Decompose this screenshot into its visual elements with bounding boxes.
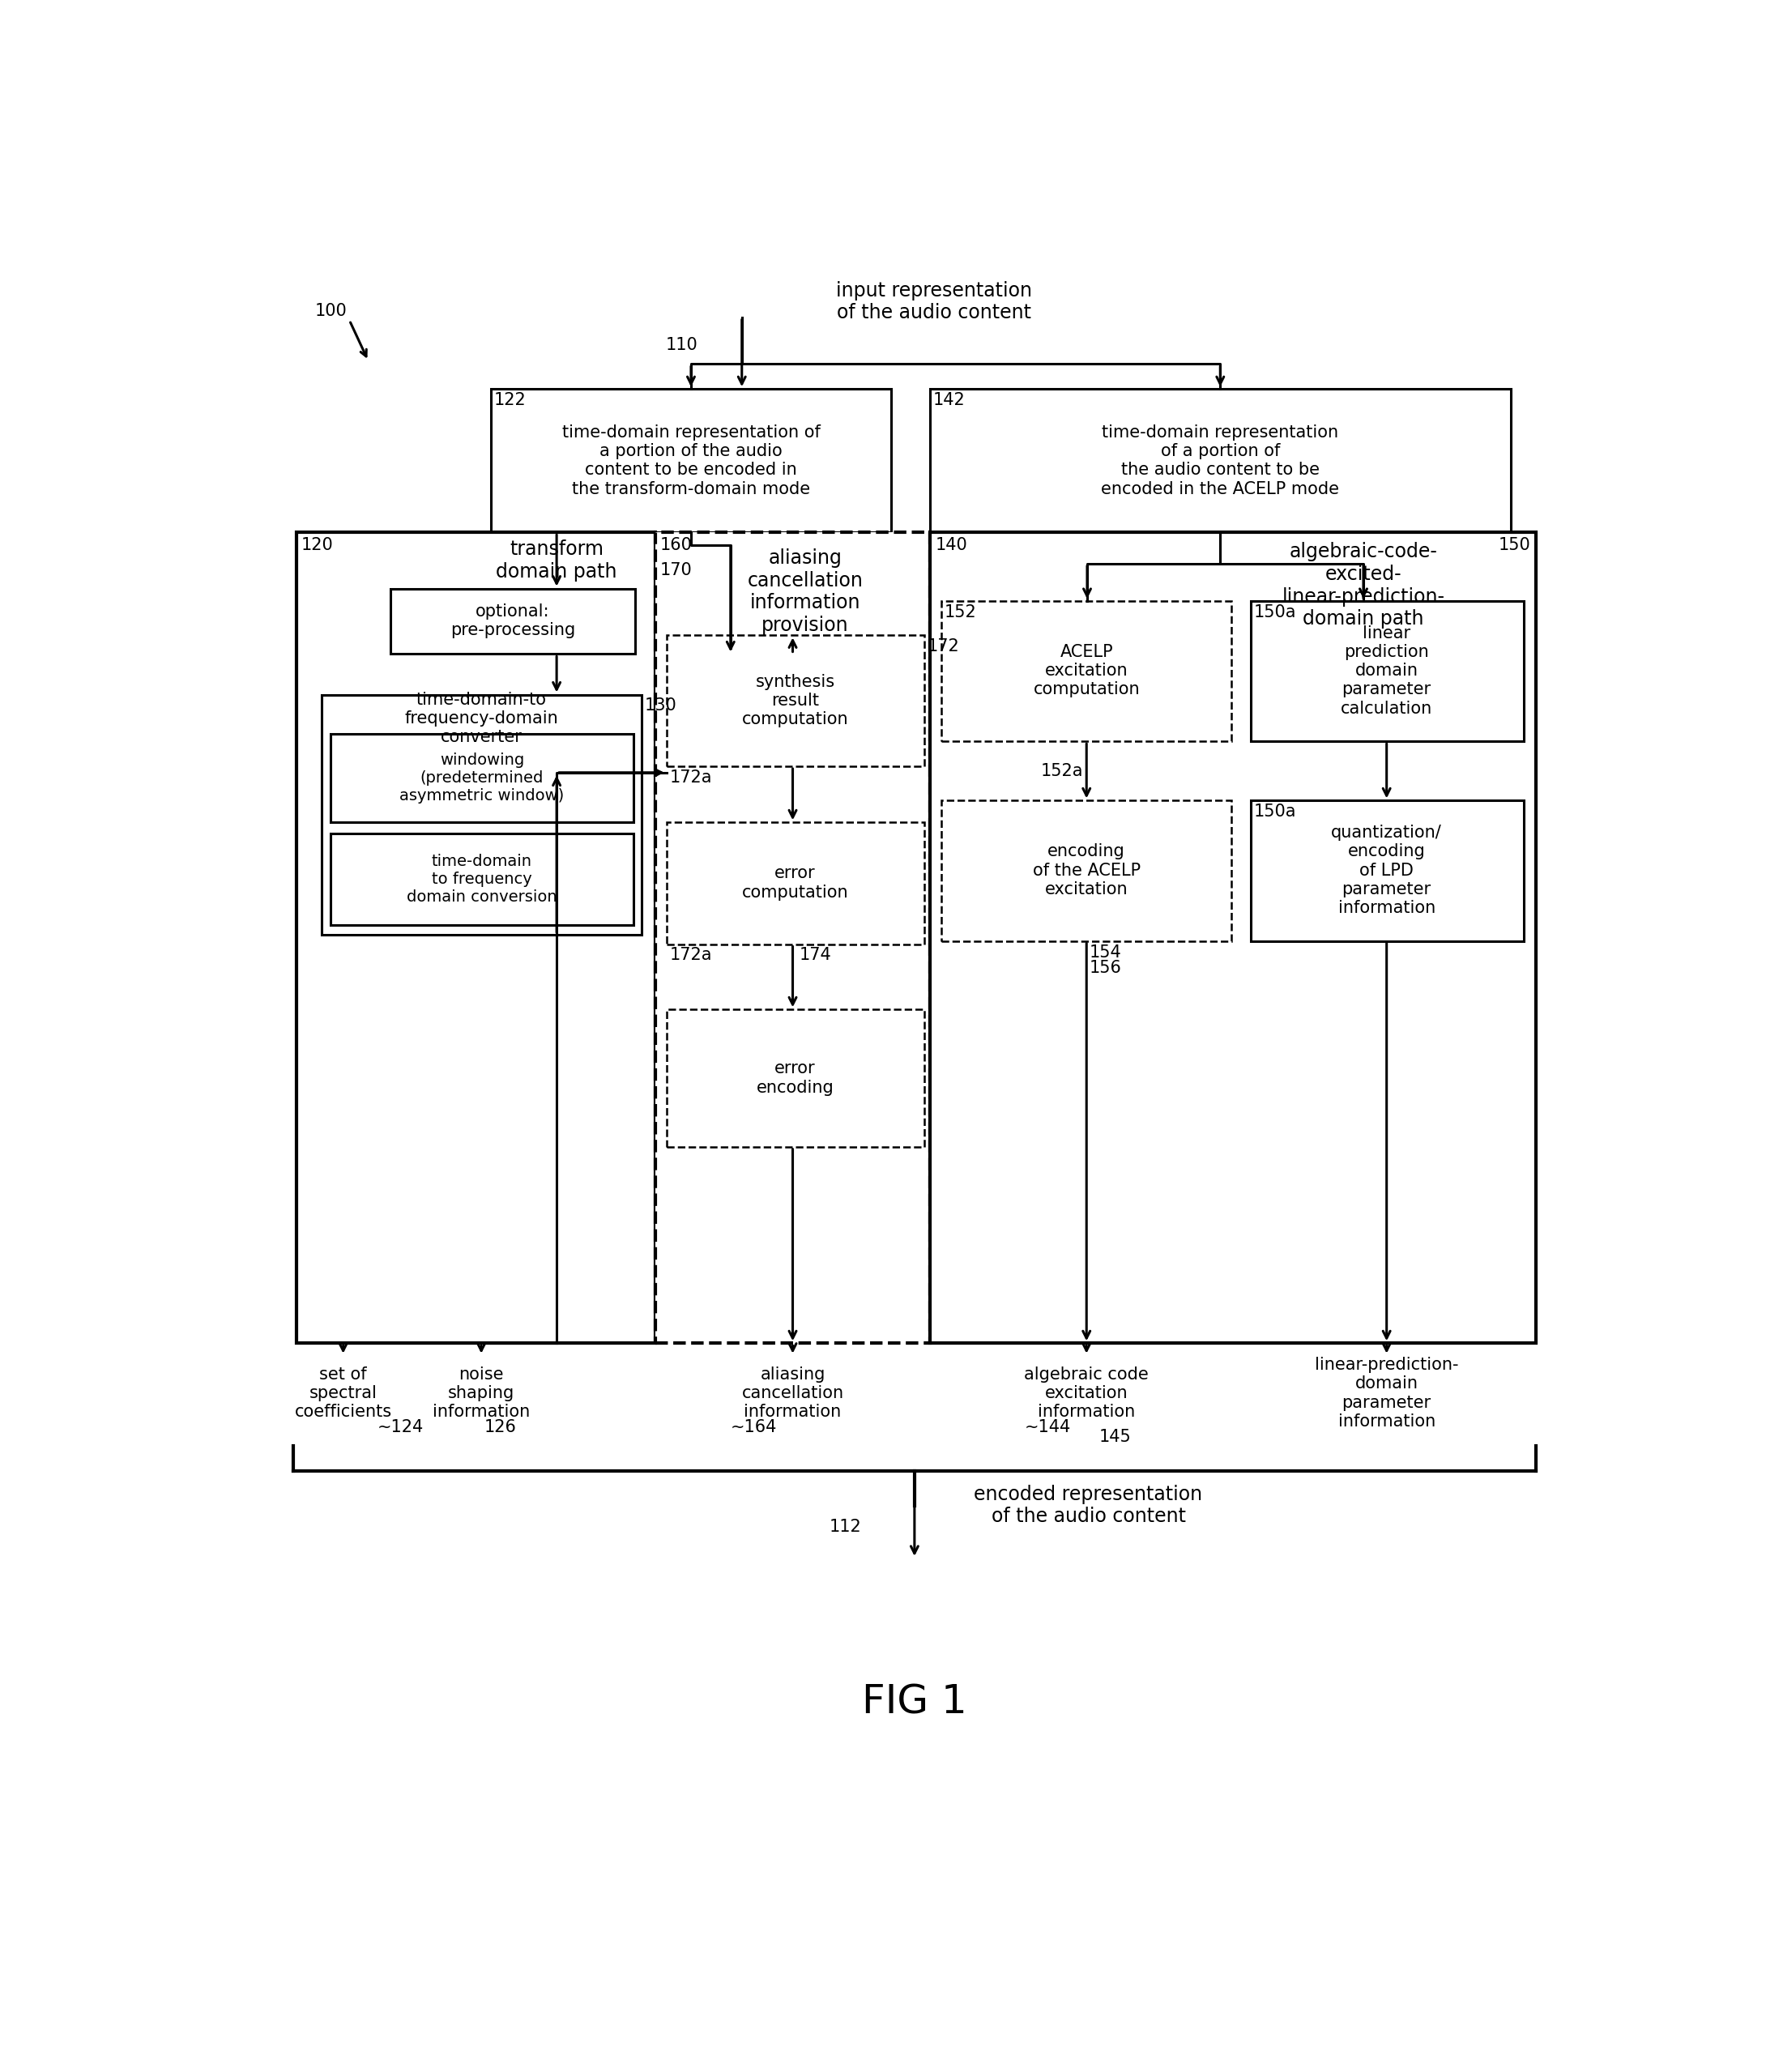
Text: encoded representation
of the audio content: encoded representation of the audio cont… bbox=[975, 1484, 1203, 1527]
Text: 140: 140 bbox=[936, 537, 968, 553]
Bar bbox=[666, 823, 924, 945]
Text: transform
domain path: transform domain path bbox=[496, 539, 616, 582]
Text: 120: 120 bbox=[302, 537, 334, 553]
Text: 145: 145 bbox=[1098, 1430, 1132, 1444]
Text: ACELP
excitation
computation: ACELP excitation computation bbox=[1033, 644, 1139, 698]
Text: 172a: 172a bbox=[669, 947, 712, 963]
Bar bbox=[655, 533, 931, 1343]
Text: time-domain representation
of a portion of
the audio content to be
encoded in th: time-domain representation of a portion … bbox=[1102, 425, 1339, 497]
Bar bbox=[931, 390, 1512, 533]
Bar bbox=[330, 733, 634, 823]
Text: ~124: ~124 bbox=[378, 1419, 424, 1436]
Text: ~164: ~164 bbox=[731, 1419, 777, 1436]
Text: windowing
(predetermined
asymmetric window): windowing (predetermined asymmetric wind… bbox=[399, 752, 565, 804]
Text: FIG 1: FIG 1 bbox=[862, 1682, 968, 1722]
Bar bbox=[330, 833, 634, 926]
Text: algebraic-code-
excited-
linear-prediction-
domain path: algebraic-code- excited- linear-predicti… bbox=[1282, 543, 1445, 630]
Text: 122: 122 bbox=[494, 392, 526, 408]
Text: 112: 112 bbox=[828, 1519, 862, 1535]
Text: error
encoding: error encoding bbox=[756, 1061, 834, 1096]
Text: 152a: 152a bbox=[1040, 762, 1083, 779]
Text: linear-prediction-
domain
parameter
information: linear-prediction- domain parameter info… bbox=[1314, 1357, 1459, 1430]
Bar bbox=[941, 800, 1231, 941]
Bar bbox=[1250, 601, 1524, 742]
Text: 156: 156 bbox=[1090, 959, 1121, 976]
Text: 100: 100 bbox=[314, 303, 346, 319]
Bar bbox=[390, 588, 636, 655]
Text: input representation
of the audio content: input representation of the audio conten… bbox=[835, 280, 1031, 323]
Text: ~144: ~144 bbox=[1024, 1419, 1070, 1436]
Text: 130: 130 bbox=[645, 698, 676, 715]
Text: 142: 142 bbox=[932, 392, 966, 408]
Text: aliasing
cancellation
information
provision: aliasing cancellation information provis… bbox=[747, 549, 864, 636]
Text: 150a: 150a bbox=[1254, 605, 1296, 620]
Text: optional:
pre-processing: optional: pre-processing bbox=[450, 603, 576, 638]
Text: 154: 154 bbox=[1090, 945, 1121, 959]
Bar bbox=[666, 1009, 924, 1146]
Text: 150a: 150a bbox=[1254, 804, 1296, 821]
Bar bbox=[321, 694, 641, 934]
Bar bbox=[941, 601, 1231, 742]
Text: 152: 152 bbox=[945, 605, 977, 620]
Text: 150: 150 bbox=[1499, 537, 1531, 553]
Text: set of
spectral
coefficients: set of spectral coefficients bbox=[295, 1365, 392, 1419]
Text: time-domain-to
frequency-domain
converter: time-domain-to frequency-domain converte… bbox=[404, 692, 558, 746]
Bar bbox=[1250, 800, 1524, 941]
Text: 174: 174 bbox=[798, 947, 832, 963]
Text: aliasing
cancellation
information: aliasing cancellation information bbox=[742, 1365, 844, 1419]
Text: linear
prediction
domain
parameter
calculation: linear prediction domain parameter calcu… bbox=[1340, 626, 1432, 717]
Bar bbox=[931, 533, 1536, 1343]
Text: 160: 160 bbox=[660, 537, 692, 553]
Text: encoding
of the ACELP
excitation: encoding of the ACELP excitation bbox=[1033, 843, 1141, 897]
Text: error
computation: error computation bbox=[742, 866, 848, 901]
Text: algebraic code
excitation
information: algebraic code excitation information bbox=[1024, 1365, 1150, 1419]
Text: time-domain representation of
a portion of the audio
content to be encoded in
th: time-domain representation of a portion … bbox=[562, 425, 819, 497]
Bar bbox=[297, 533, 655, 1343]
Text: time-domain
to frequency
domain conversion: time-domain to frequency domain conversi… bbox=[406, 854, 556, 905]
Text: 172a: 172a bbox=[669, 769, 712, 785]
Text: 126: 126 bbox=[484, 1419, 517, 1436]
Bar bbox=[491, 390, 892, 533]
Text: 170: 170 bbox=[660, 562, 692, 578]
Text: noise
shaping
information: noise shaping information bbox=[433, 1365, 530, 1419]
Text: quantization/
encoding
of LPD
parameter
information: quantization/ encoding of LPD parameter … bbox=[1332, 825, 1443, 916]
Bar bbox=[666, 636, 924, 767]
Text: 110: 110 bbox=[666, 338, 698, 354]
Text: synthesis
result
computation: synthesis result computation bbox=[742, 673, 848, 727]
Text: 172: 172 bbox=[927, 638, 959, 655]
